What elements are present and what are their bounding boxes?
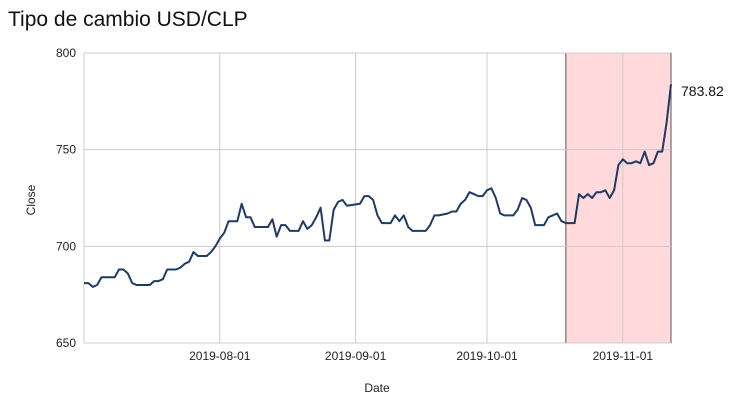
- y-axis-label: Close: [24, 184, 38, 215]
- series-line: [84, 84, 672, 288]
- y-tick-label: 800: [56, 46, 76, 60]
- x-tick-label: 2019-10-01: [456, 349, 518, 363]
- x-axis-label: Date: [364, 381, 390, 395]
- highlight-band: [565, 52, 672, 344]
- last-value-label: 783.82: [681, 83, 724, 99]
- x-tick-label: 2019-11-01: [593, 349, 654, 363]
- x-tick-label: 2019-08-01: [189, 349, 251, 363]
- chart-title: Tipo de cambio USD/CLP: [8, 8, 248, 31]
- y-tick-label: 650: [56, 336, 76, 350]
- y-tick-label: 700: [56, 239, 76, 253]
- y-tick-label: 750: [56, 143, 76, 157]
- x-tick-label: 2019-09-01: [325, 349, 387, 363]
